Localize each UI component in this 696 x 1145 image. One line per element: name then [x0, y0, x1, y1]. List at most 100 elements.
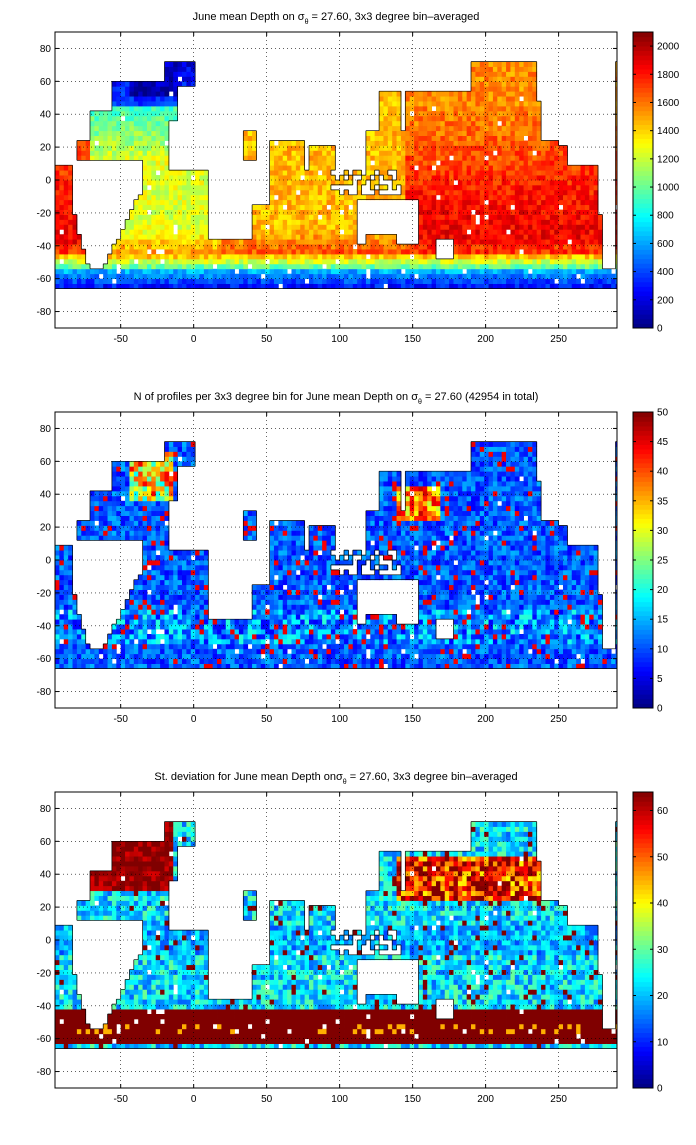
- heatmap-cell: [331, 244, 336, 249]
- heatmap-cell: [182, 649, 187, 654]
- heatmap-cell: [616, 155, 621, 160]
- heatmap-cell: [506, 215, 511, 220]
- heatmap-cell: [436, 259, 441, 264]
- heatmap-cell: [528, 264, 533, 269]
- heatmap-cell: [200, 629, 205, 634]
- heatmap-cell: [554, 160, 559, 165]
- heatmap-cell: [519, 76, 524, 81]
- heatmap-cell: [73, 284, 78, 289]
- heatmap-cell: [519, 215, 524, 220]
- heatmap-cell: [125, 126, 130, 131]
- heatmap-cell: [235, 639, 240, 644]
- heatmap-cell: [581, 190, 586, 195]
- heatmap-cell: [489, 279, 494, 284]
- heatmap-cell: [489, 219, 494, 224]
- heatmap-cell: [594, 244, 599, 249]
- heatmap-cell: [283, 264, 288, 269]
- heatmap-cell: [414, 106, 419, 111]
- heatmap-cell: [160, 634, 165, 639]
- heatmap-cell: [186, 570, 191, 575]
- heatmap-cell: [252, 210, 257, 215]
- heatmap-cell: [471, 71, 476, 76]
- heatmap-cell: [283, 545, 288, 550]
- heatmap-cell: [147, 644, 152, 649]
- heatmap-cell: [195, 639, 200, 644]
- heatmap-cell: [331, 264, 336, 269]
- heatmap-cell: [178, 580, 183, 585]
- heatmap-cell: [129, 126, 134, 131]
- heatmap-cell: [235, 634, 240, 639]
- heatmap-cell: [116, 659, 121, 664]
- heatmap-cell: [108, 644, 113, 649]
- heatmap-cell: [445, 205, 450, 210]
- heatmap-cell: [375, 284, 380, 289]
- heatmap-cell: [497, 249, 502, 254]
- heatmap-cell: [143, 486, 148, 491]
- colorbar-swatch: [633, 120, 653, 125]
- heatmap-cell: [418, 170, 423, 175]
- heatmap-cell: [143, 466, 148, 471]
- heatmap-cell: [186, 244, 191, 249]
- heatmap-cell: [467, 195, 472, 200]
- heatmap-cell: [313, 155, 318, 160]
- heatmap-cell: [357, 254, 362, 259]
- heatmap-cell: [467, 249, 472, 254]
- heatmap-cell: [458, 249, 463, 254]
- heatmap-cell: [440, 155, 445, 160]
- heatmap-cell: [94, 269, 99, 274]
- heatmap-cell: [186, 274, 191, 279]
- heatmap-cell: [357, 244, 362, 249]
- heatmap-cell: [283, 590, 288, 595]
- heatmap-cell: [213, 254, 218, 259]
- heatmap-cell: [182, 442, 187, 447]
- heatmap-cell: [274, 639, 279, 644]
- heatmap-cell: [55, 604, 60, 609]
- heatmap-cell: [462, 111, 467, 116]
- heatmap-cell: [195, 195, 200, 200]
- heatmap-cell: [440, 111, 445, 116]
- heatmap-cell: [493, 165, 498, 170]
- heatmap-cell: [283, 614, 288, 619]
- heatmap-cell: [164, 525, 169, 530]
- heatmap-cell: [261, 284, 266, 289]
- heatmap-cell: [121, 486, 126, 491]
- heatmap-cell: [221, 274, 226, 279]
- heatmap-cell: [427, 111, 432, 116]
- heatmap-cell: [160, 190, 165, 195]
- heatmap-cell: [265, 279, 270, 284]
- heatmap-cell: [143, 160, 148, 165]
- heatmap-cell: [519, 264, 524, 269]
- heatmap-cell: [186, 550, 191, 555]
- heatmap-cell: [278, 215, 283, 220]
- heatmap-cell: [397, 136, 402, 141]
- heatmap-cell: [462, 116, 467, 121]
- heatmap-cell: [143, 86, 148, 91]
- heatmap-cell: [581, 264, 586, 269]
- heatmap-cell: [423, 264, 428, 269]
- heatmap-cell: [103, 501, 108, 506]
- heatmap-cell: [200, 634, 205, 639]
- heatmap-cell: [392, 131, 397, 136]
- heatmap-cell: [178, 175, 183, 180]
- heatmap-cell: [138, 81, 143, 86]
- heatmap-cell: [318, 165, 323, 170]
- heatmap-cell: [278, 155, 283, 160]
- heatmap-cell: [524, 249, 529, 254]
- heatmap-cell: [256, 614, 261, 619]
- heatmap-cell: [493, 239, 498, 244]
- heatmap-cell: [186, 659, 191, 664]
- heatmap-cell: [213, 664, 218, 669]
- heatmap-cell: [191, 595, 196, 600]
- heatmap-cell: [480, 264, 485, 269]
- heatmap-cell: [160, 284, 165, 289]
- heatmap-cell: [239, 619, 244, 624]
- heatmap-cell: [112, 511, 117, 516]
- heatmap-cell: [169, 195, 174, 200]
- heatmap-cell: [300, 234, 305, 239]
- heatmap-cell: [296, 259, 301, 264]
- heatmap-cell: [493, 126, 498, 131]
- heatmap-cell: [191, 269, 196, 274]
- heatmap-cell: [116, 471, 121, 476]
- heatmap-cell: [265, 664, 270, 669]
- heatmap-cell: [151, 150, 156, 155]
